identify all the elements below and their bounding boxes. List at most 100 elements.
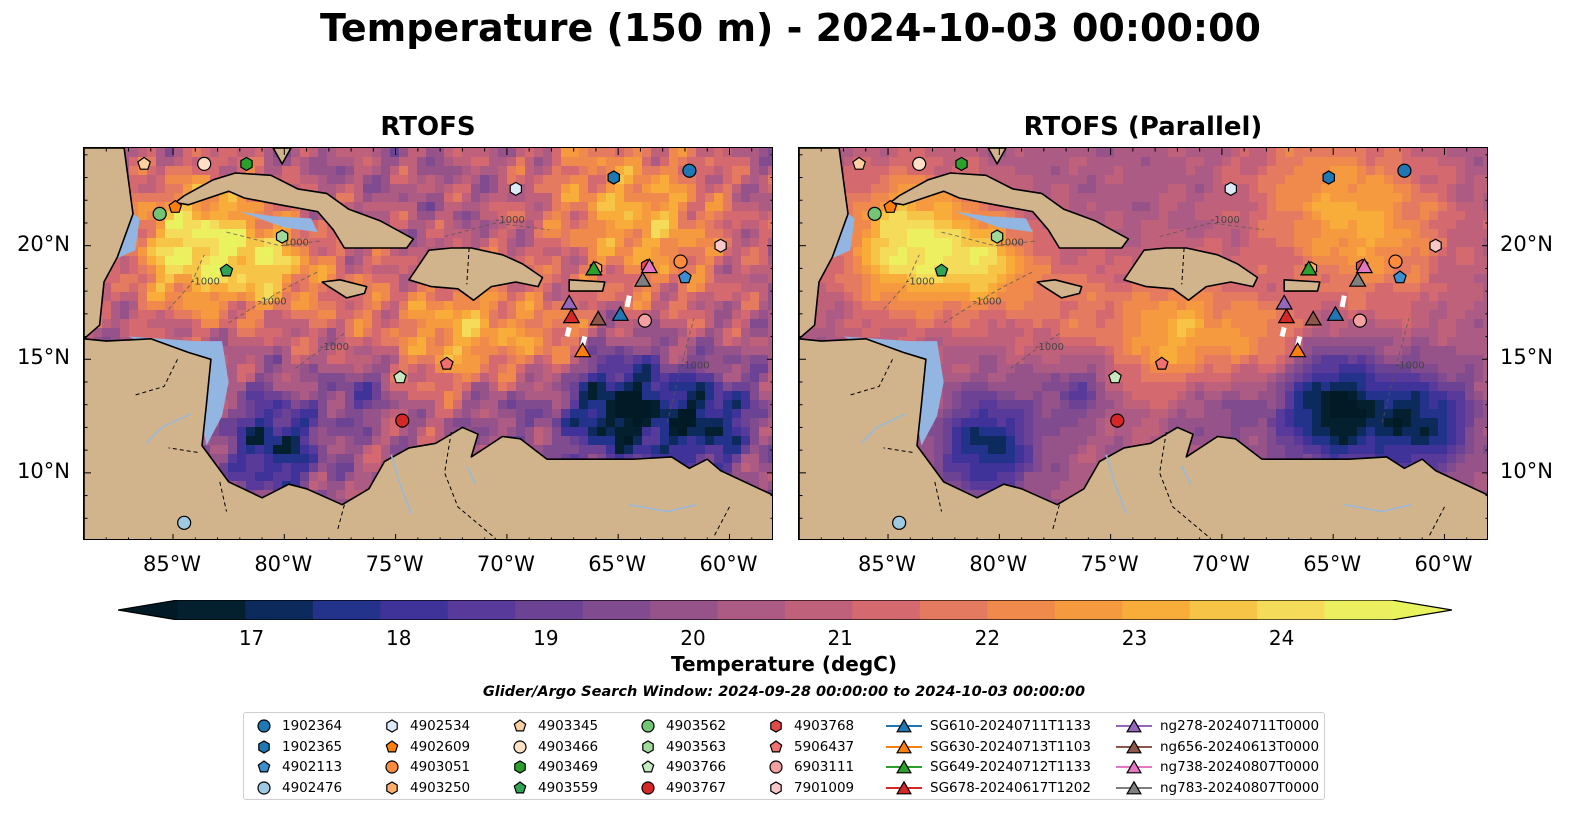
legend-label: 1902365 [282, 738, 343, 755]
colorbar-tick-label: 20 [680, 626, 706, 650]
legend-marker [386, 719, 398, 733]
argo-float-4903559 [219, 263, 234, 277]
colorbar-segment [447, 600, 516, 620]
legend-entry: ng656-20240613T0000 [1116, 737, 1319, 757]
lat-tick-label-right: 20°N [1500, 231, 1553, 256]
legend-entry: 4902609 [382, 737, 470, 757]
legend-entry: 4903768 [766, 716, 854, 736]
legend-label: 4903563 [666, 738, 727, 755]
legend-marker [641, 780, 655, 795]
argo-float-4903766 [393, 370, 407, 384]
bathymetry-label: -1000 [320, 342, 349, 353]
argo-float-1902365 [607, 170, 620, 185]
legend-entry: SG630-20240713T1103 [886, 737, 1091, 757]
glider-SG678-20240617T1202 [1277, 307, 1296, 324]
argo-float-5906437 [439, 356, 454, 370]
legend-marker-icon [386, 719, 398, 733]
legend-marker-icon [513, 719, 527, 732]
legend-label: 4902113 [282, 759, 343, 775]
legend-label: ng656-20240613T0000 [1160, 738, 1320, 755]
legend-label: SG630-20240713T1103 [930, 738, 1091, 755]
axis-minor-ticks [799, 148, 1487, 539]
argo-float-5906437 [1154, 356, 1169, 370]
legend-entry: 4903469 [510, 757, 598, 777]
legend-marker [513, 739, 527, 754]
legend-entry: 4903466 [510, 737, 598, 757]
axis-minor-ticks [84, 148, 772, 539]
argo-float-4903345 [852, 156, 867, 170]
legend-marker [769, 739, 783, 752]
bathymetry-label: -1000 [906, 276, 935, 287]
lat-tick-label-left: 15°N [17, 345, 70, 370]
colorbar-tick-label: 17 [238, 626, 265, 650]
argo-float-4902609 [883, 199, 898, 213]
legend-entry: 1902365 [254, 737, 342, 757]
legend-marker [1126, 718, 1142, 733]
argo-float-7901009 [1429, 238, 1442, 253]
argo-float-4903345 [137, 156, 152, 170]
colorbar-tick-label: 21 [827, 626, 853, 650]
country-borders [132, 247, 730, 539]
argo-float-4902534 [1224, 181, 1237, 197]
legend-marker [513, 719, 527, 732]
legend-label: ng783-20240807T0000 [1160, 779, 1320, 796]
glider-ng738-20240807T0000 [1355, 257, 1374, 274]
colorbar-segment [1122, 600, 1191, 620]
country-borders [847, 247, 1445, 539]
colorbar-tick-label: 18 [385, 626, 412, 650]
colorbar-tick-label: 22 [974, 626, 1001, 650]
lon-tick-label: 75°W [1080, 552, 1139, 576]
colorbar-segment [312, 600, 381, 620]
legend-marker-icon [1116, 718, 1152, 733]
legend-marker-icon [769, 760, 783, 774]
legend-label: 4903768 [794, 718, 855, 734]
legend-marker-icon [258, 739, 270, 754]
legend-marker-icon [514, 760, 526, 774]
legend-marker [385, 760, 399, 774]
glider-ng278-20240711T0000 [1275, 294, 1294, 310]
map-panel-rtofs-parallel[interactable]: -1000 -1000 -1000 -1000 -1000 -1000 [798, 147, 1488, 540]
colorbar-segment [1189, 600, 1258, 620]
legend-marker-icon [886, 718, 922, 733]
legend-marker [770, 719, 782, 733]
legend-entry: 4902534 [382, 716, 470, 736]
figure-title: Temperature (150 m) - 2024-10-03 00:00:0… [319, 6, 1261, 50]
glider-SG610-20240711T1133 [1326, 305, 1345, 321]
legend-entry: SG649-20240712T1133 [886, 757, 1091, 777]
argo-float-4902476 [892, 515, 907, 530]
legend-marker [514, 760, 526, 774]
map-panel-rtofs[interactable]: -1000 -1000 -1000 -1000 -1000 -1000 [83, 147, 773, 540]
argo-float-6903111 [637, 313, 653, 328]
legend-marker-icon [257, 780, 271, 795]
argo-float-6903111 [1352, 313, 1368, 328]
legend-marker-icon [1116, 780, 1152, 794]
legend-label: 4903466 [538, 738, 599, 755]
argo-float-4903562 [152, 206, 167, 221]
legend-entry: ng783-20240807T0000 [1116, 778, 1319, 798]
colorbar-segment [245, 600, 314, 620]
bathymetry-label: -1000 [681, 360, 710, 371]
legend-label: 4903562 [666, 718, 727, 734]
legend-label: 1902364 [282, 718, 343, 734]
legend-label: 4902534 [410, 718, 471, 734]
argo-float-4903469 [240, 156, 253, 172]
legend-marker-icon [513, 739, 527, 754]
bathymetry-contours: -1000 -1000 -1000 -1000 -1000 -1000 [883, 215, 1425, 424]
legend-marker-icon [1116, 759, 1152, 774]
glider-ng738-20240807T0000 [640, 257, 659, 274]
glider-ng783-20240807T0000 [1348, 271, 1367, 287]
lon-tick-label: 85°W [143, 552, 202, 576]
glider-SG678-20240617T1202 [562, 307, 581, 324]
legend-label: 4903469 [538, 759, 599, 775]
colorbar-segment [987, 600, 1056, 620]
legend-label: ng738-20240807T0000 [1160, 759, 1320, 775]
legend-label: SG610-20240711T1133 [930, 718, 1091, 734]
legend-entry: 4903250 [382, 778, 470, 798]
legend-marker [258, 739, 270, 754]
legend-marker [896, 780, 912, 794]
glider-SG630-20240713T1103 [573, 342, 592, 358]
legend-label: 4903559 [538, 779, 599, 796]
legend-label: 4903345 [538, 718, 599, 734]
legend-label: 4903766 [666, 759, 727, 775]
lon-tick-label: 80°W [254, 552, 313, 576]
